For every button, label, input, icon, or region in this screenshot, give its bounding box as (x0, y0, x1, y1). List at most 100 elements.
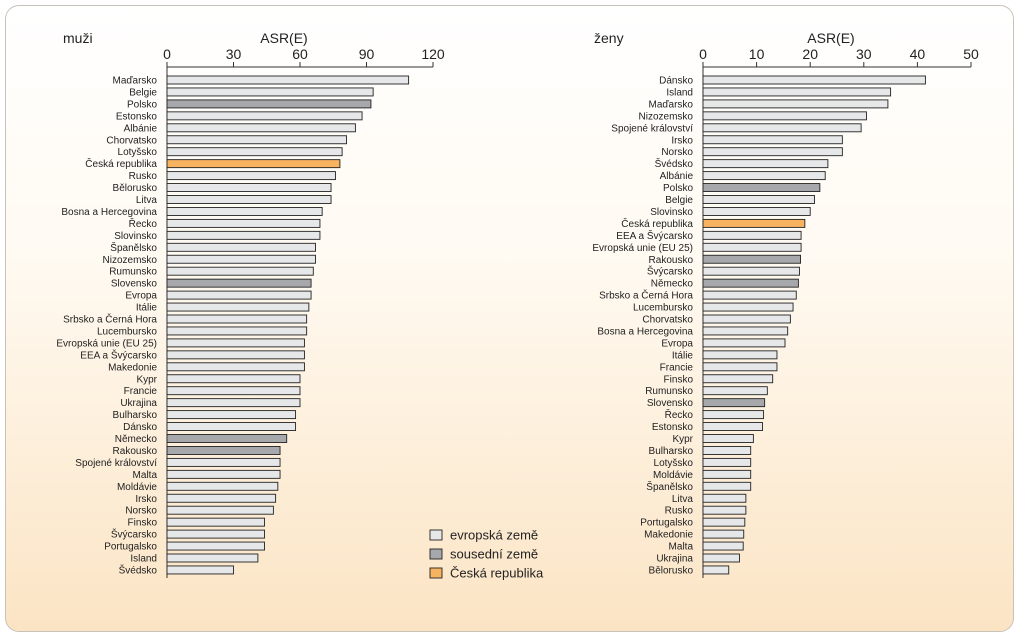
women-category-label: Estonsko (652, 422, 694, 433)
men-category-label: Rakousko (113, 446, 158, 457)
women-bar (702, 290, 797, 300)
men-bar (166, 338, 305, 348)
men-bar (166, 362, 305, 372)
men-category-label: Estonsko (116, 111, 158, 122)
women-category-label: Spojené království (611, 123, 693, 134)
men-bar (166, 410, 297, 420)
men-category-label: Česká republika (85, 157, 157, 170)
women-bar (702, 493, 747, 503)
women-category-label: Belgie (665, 195, 693, 206)
men-bar (166, 529, 265, 539)
women-category-label: Slovensko (647, 398, 694, 409)
men-category-label: Nizozemsko (103, 255, 158, 266)
men-bar (166, 278, 312, 288)
women-bar (702, 99, 889, 109)
women-category-label: Rusko (665, 506, 694, 517)
men-bar (166, 434, 288, 443)
women-tick-label: 50 (963, 46, 979, 62)
men-category-label: Finsko (128, 518, 158, 529)
women-bar (702, 398, 766, 408)
men-category-label: Rusko (129, 171, 158, 182)
men-bar (166, 87, 374, 97)
women-category-label: Island (666, 87, 693, 98)
women-category-label: Norsko (661, 147, 693, 158)
legend: evropská země sousední země Česká republik… (429, 528, 544, 581)
men-category-label: Bělorusko (113, 183, 158, 194)
men-bar (166, 230, 321, 240)
men-bar (166, 195, 332, 204)
men-category-label: Rumunsko (109, 267, 157, 278)
women-category-label: Irsko (671, 135, 693, 146)
legend-swatch-ceska (429, 567, 443, 579)
men-bar (166, 422, 297, 431)
men-bar (166, 302, 310, 312)
men-bar (166, 481, 279, 491)
men-category-label: Slovinsko (114, 231, 157, 242)
women-category-label: Španělsko (646, 480, 693, 493)
men-category-label: Maďarsko (113, 76, 158, 87)
women-bar (702, 218, 806, 228)
women-category-label: Moldávie (653, 470, 693, 481)
women-bar (702, 517, 746, 527)
men-category-label: Spojené království (75, 458, 157, 469)
women-category-label: Česká republika (621, 217, 693, 230)
women-category-label: Evropská unie (EU 25) (592, 243, 693, 254)
men-category-label: Makedonie (108, 362, 157, 373)
women-category-label: Řecko (665, 408, 694, 421)
legend-label-evropska: evropská země (450, 528, 538, 543)
women-bar (702, 183, 821, 193)
women-tick-label: 10 (749, 46, 765, 62)
men-bar (166, 159, 341, 169)
men-category-label: Švédsko (119, 563, 158, 576)
men-panel-label: muži (63, 30, 93, 46)
women-category-label: Dánsko (659, 76, 693, 87)
men-category-label: Ukrajina (120, 398, 157, 409)
women-category-label: Evropa (661, 338, 693, 349)
women-bar (702, 386, 768, 396)
men-bar (166, 350, 305, 360)
men-category-label: Španělsko (110, 241, 157, 254)
men-category-label: Moldávie (117, 482, 157, 493)
women-category-label: Lotyšsko (654, 458, 694, 469)
women-category-label: Malta (669, 542, 694, 553)
women-bar (702, 362, 778, 372)
women-bar (702, 314, 791, 324)
legend-label-sousedni: sousední země (450, 547, 538, 562)
men-bar (166, 290, 312, 300)
men-bar (166, 326, 308, 336)
men-category-label: Portugalsko (104, 542, 157, 553)
men-bar (166, 99, 372, 109)
men-bar (166, 386, 301, 396)
women-category-label: Polsko (663, 183, 693, 194)
women-category-label: Slovinsko (650, 207, 693, 218)
men-category-label: Francie (124, 386, 158, 397)
men-bar (166, 493, 277, 503)
women-bar (702, 469, 752, 479)
men-bar (166, 254, 316, 264)
women-category-label: Francie (660, 362, 694, 373)
men-bar (166, 565, 234, 575)
women-category-label: Albánie (660, 171, 694, 182)
men-tick-label: 60 (292, 46, 308, 62)
women-bar (702, 147, 843, 157)
men-category-label: Slovensko (111, 279, 158, 290)
men-bar (166, 183, 332, 193)
women-bar (702, 505, 747, 515)
women-bar (702, 338, 786, 348)
women-tick-label: 0 (699, 46, 707, 62)
women-bar (702, 565, 730, 575)
women-panel-label: ženy (594, 30, 624, 46)
women-bar (702, 206, 811, 216)
women-category-label: Itálie (672, 350, 694, 361)
men-category-label: Polsko (127, 99, 157, 110)
legend-swatch-sousedni (429, 548, 443, 560)
women-chart: ženy ASR(E) 0 10 20 30 40 50 DánskoIslandMaďar… (592, 30, 979, 578)
men-category-label: Lucembursko (97, 326, 157, 337)
men-category-label: Litva (136, 195, 158, 206)
women-category-label: Švýcarsko (647, 265, 694, 278)
men-category-label: Německo (115, 434, 158, 445)
chart-panel: muži ASR(E) 0 30 60 90 120 Maďarsko Belgie Pols… (5, 5, 1014, 632)
women-bar (702, 266, 800, 276)
women-bar (702, 242, 802, 252)
men-category-label: EEA a Švýcarsko (80, 348, 157, 361)
